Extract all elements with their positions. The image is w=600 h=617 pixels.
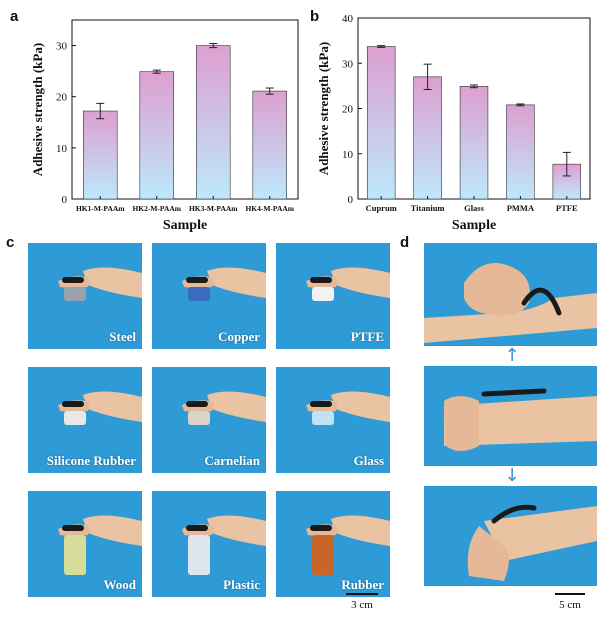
x-tick-label: HK3-M-PAAm — [189, 204, 238, 213]
photo-tile-label: Plastic — [223, 577, 260, 592]
photo-tile: Wood — [28, 491, 142, 597]
arrow-down-icon: ↓ — [504, 465, 520, 486]
bar — [459, 86, 489, 200]
x-tick-label: Cuprum — [366, 203, 397, 213]
y-axis-label: Adhesive strength (kPa) — [316, 42, 331, 175]
photo-tile-label: Silicone Rubber — [46, 453, 136, 468]
bar — [506, 104, 535, 200]
bar — [366, 46, 396, 200]
photo-tile: Carnelian — [152, 367, 266, 473]
photo-tile: Glass — [276, 367, 390, 473]
bar — [139, 71, 175, 200]
panel-label-d: d — [400, 234, 410, 251]
y-tick-label: 0 — [348, 194, 354, 206]
x-tick-label: PMMA — [507, 203, 535, 213]
photo-wrist-bent-up — [424, 243, 597, 346]
scale-label-c: 3 cm — [351, 599, 373, 611]
photo-tile-label: Copper — [218, 329, 260, 344]
chart-b: 0 10 20 30 40 Cuprum Titanium Glass PMMA PTFE Samp… — [316, 13, 591, 233]
y-tick-label: 40 — [342, 13, 354, 25]
photo-tile-label: Rubber — [341, 577, 384, 592]
photo-grid-c: Steel Copper PTFE Silicone Rubber Carnelian G… — [28, 243, 391, 598]
x-tick-label: HK4-M-PAAm — [245, 204, 294, 213]
bar — [252, 90, 288, 200]
x-axis-label: Sample — [452, 218, 496, 233]
panel-label-a: a — [10, 8, 19, 25]
photo-tile-label: PTFE — [350, 329, 384, 344]
y-tick-label: 30 — [56, 41, 68, 53]
photo-tile-label: Glass — [353, 453, 384, 468]
y-tick-label: 10 — [56, 143, 68, 155]
scale-bar-d — [555, 593, 585, 595]
y-axis-label: Adhesive strength (kPa) — [30, 43, 45, 176]
y-tick-label: 20 — [56, 92, 68, 104]
x-tick-label: Glass — [464, 203, 485, 213]
bar — [83, 110, 118, 200]
photo-wrist-straight — [424, 366, 597, 466]
x-tick-label: PTFE — [556, 203, 578, 213]
photo-tile-label: Carnelian — [204, 453, 260, 468]
photo-tile: Steel — [28, 243, 142, 349]
arrow-up-icon: ↑ — [504, 345, 520, 366]
photo-tile: Silicone Rubber — [28, 367, 142, 473]
y-tick-label: 30 — [342, 58, 354, 70]
photo-tile-label: Steel — [109, 329, 136, 344]
x-tick-label: HK1-M-PAAm — [76, 204, 125, 213]
panel-label-b: b — [310, 8, 320, 25]
photo-tile: Plastic — [152, 491, 266, 597]
photo-tile-label: Wood — [103, 577, 136, 592]
panel-label-c: c — [6, 234, 15, 251]
y-tick-label: 20 — [342, 104, 354, 116]
photo-wrist-bent-down — [424, 486, 597, 586]
x-axis-label: Sample — [163, 218, 207, 233]
x-tick-label: HK2-M-PAAm — [132, 204, 181, 213]
scale-bar-c — [346, 593, 378, 595]
y-tick-label: 0 — [62, 194, 68, 206]
plot-frame — [71, 19, 299, 200]
photo-tile: Copper — [152, 243, 266, 349]
chart-a: 0 10 20 30 HK1-M-PAAm HK2-M-PAAm HK3-M-PAAm HK4… — [30, 19, 299, 233]
y-tick-label: 10 — [342, 149, 354, 161]
photo-tile: PTFE — [276, 243, 390, 349]
scale-label-d: 5 cm — [559, 599, 581, 611]
photo-tile: Rubber — [276, 491, 390, 597]
bar — [196, 45, 231, 200]
x-tick-label: Titanium — [411, 203, 445, 213]
bar — [413, 76, 442, 200]
